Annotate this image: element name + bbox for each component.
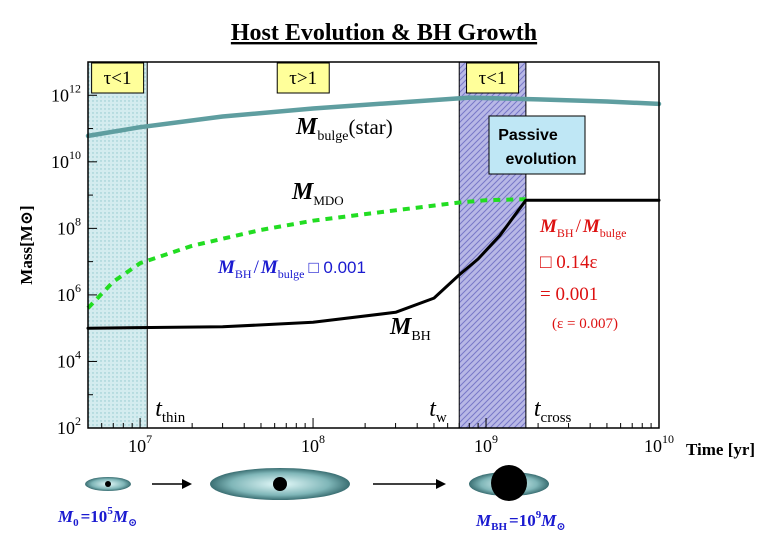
bh-label: MBH (389, 314, 431, 344)
arrow-2-head (436, 479, 446, 489)
x-axis-label: Time [yr] (686, 440, 755, 459)
y-tick-label-3: 106 (57, 281, 81, 305)
ratio-red-line-1: MBH / Mbulge (539, 216, 626, 240)
initial-mass-label: M0 =105M⊙ (57, 505, 137, 529)
tau-box-3 (466, 62, 520, 94)
y-tick-label-2: 104 (57, 347, 81, 371)
passive-line-2: evolution (505, 151, 576, 168)
y-tick-label-4: 108 (57, 214, 81, 238)
series-line-1 (85, 95, 662, 139)
small-black-hole (105, 481, 111, 487)
y-tick-label-6: 1012 (51, 81, 81, 105)
chart-title: Host Evolution & BH Growth (231, 20, 537, 46)
medium-black-hole (273, 477, 287, 491)
boundary-label-3: tcross (534, 396, 572, 426)
ratio-red-line-4: (ε = 0.007) (552, 316, 618, 332)
boundary-label-2: tw (429, 396, 447, 426)
ratio-red-line-3: = 0.001 (540, 284, 598, 305)
ratio-blue-label: MBH / Mbulge □ 0.001 (217, 257, 366, 281)
x-tick-label-3: 109 (474, 432, 498, 456)
tau-box-2 (276, 62, 330, 94)
passive-line-1: Passive (498, 127, 558, 144)
arrow-1-head (182, 479, 192, 489)
passive-box (488, 115, 586, 175)
y-axis-label: Mass[M⊙] (17, 205, 36, 284)
ratio-red-line-2: □ 0.14ε (540, 252, 597, 273)
x-tick-label-4: 1010 (644, 432, 674, 456)
tau-label-2: τ>1 (289, 68, 317, 89)
x-tick-label-2: 108 (301, 432, 325, 456)
tau-box-1 (91, 62, 145, 94)
plot-frame (87, 61, 660, 429)
boundary-label-1: tthin (155, 396, 186, 426)
large-black-hole (491, 465, 527, 501)
y-tick-label-1: 102 (57, 414, 81, 438)
tau-label-3: τ<1 (479, 68, 507, 89)
final-mass-label: MBH =109M⊙ (475, 509, 566, 533)
series-line-2 (86, 197, 526, 310)
x-tick-label-1: 107 (128, 432, 152, 456)
mdo-label: MMDO (291, 179, 344, 208)
tau-label-1: τ<1 (104, 68, 132, 89)
series-line-3 (86, 198, 661, 330)
y-tick-label-5: 1010 (51, 148, 81, 172)
bulge-label: Mbulge(star) (295, 114, 393, 144)
region-1 (88, 62, 148, 428)
